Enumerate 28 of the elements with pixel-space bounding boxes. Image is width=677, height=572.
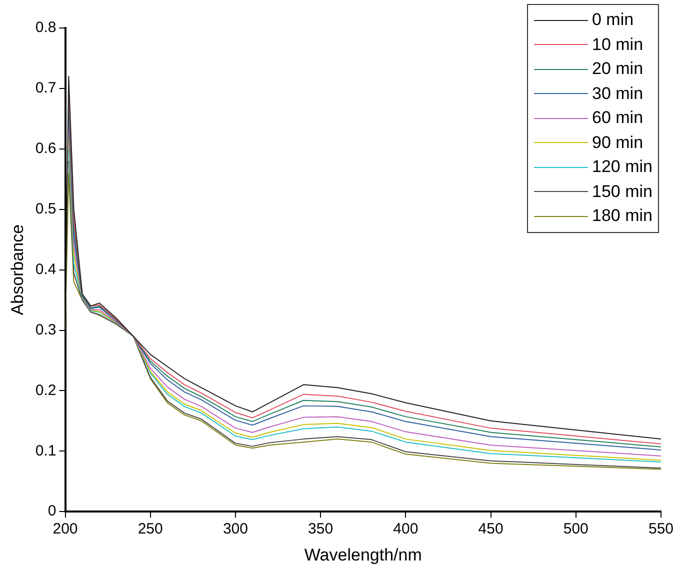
x-tick-label: 550	[648, 520, 674, 538]
y-tick-label: 0.3	[35, 321, 56, 338]
y-tick-label: 0.8	[35, 19, 56, 36]
legend-label: 30 min	[592, 82, 644, 104]
x-axis-title: Wavelength/nm	[304, 545, 422, 564]
legend-label: 150 min	[592, 180, 652, 202]
x-tick-label: 300	[222, 520, 248, 538]
x-tick-label: 200	[52, 520, 78, 538]
x-tick-label: 450	[478, 520, 504, 538]
legend-label: 20 min	[592, 58, 644, 80]
y-axis-title: Absorbance	[8, 224, 27, 316]
y-tick-label: 0.5	[35, 200, 56, 218]
legend-label: 60 min	[592, 107, 644, 129]
legend-label: 0 min	[592, 9, 634, 31]
x-tick-label: 350	[308, 520, 334, 538]
legend-label: 120 min	[592, 156, 652, 178]
y-tick-label: 0.6	[35, 140, 56, 158]
legend-label: 180 min	[592, 205, 652, 227]
legend-label: 10 min	[592, 34, 644, 56]
y-tick-label: 0.2	[35, 382, 56, 399]
legend-label: 90 min	[592, 132, 644, 154]
y-tick-label: 0	[48, 502, 56, 520]
x-tick-label: 500	[563, 520, 588, 538]
y-tick-label: 0.1	[35, 442, 56, 460]
y-tick-label: 0.7	[35, 80, 56, 97]
y-tick-label: 0.4	[35, 260, 56, 278]
x-tick-label: 250	[138, 520, 163, 538]
x-tick-label: 400	[393, 520, 418, 538]
